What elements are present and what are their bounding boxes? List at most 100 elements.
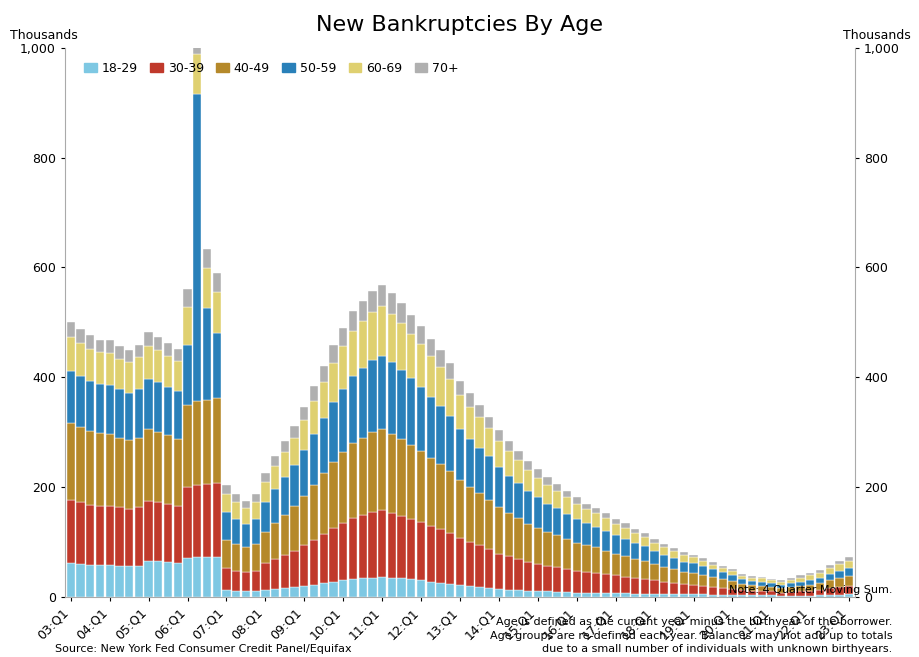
Bar (407, 334, 415, 378)
Bar (86, 349, 95, 381)
Bar (766, 591, 775, 595)
Bar (397, 439, 405, 516)
Bar (115, 390, 123, 438)
Bar (475, 587, 483, 597)
Bar (524, 491, 532, 524)
Bar (650, 539, 658, 543)
Bar (164, 504, 172, 562)
Bar (232, 591, 240, 597)
Bar (193, 557, 201, 597)
Bar (786, 596, 794, 597)
Bar (106, 340, 114, 353)
Bar (728, 595, 736, 597)
Bar (524, 591, 532, 597)
Bar (562, 592, 571, 597)
Bar (290, 587, 299, 597)
Bar (572, 519, 580, 543)
Bar (465, 439, 473, 487)
Bar (669, 551, 677, 558)
Bar (174, 439, 182, 506)
Bar (698, 594, 707, 597)
Bar (251, 544, 259, 570)
Bar (242, 547, 250, 572)
Bar (679, 562, 687, 572)
Bar (202, 308, 210, 400)
Bar (543, 503, 551, 532)
Bar (709, 587, 717, 595)
Bar (562, 491, 571, 497)
Bar (533, 591, 541, 597)
Bar (456, 381, 463, 396)
Bar (96, 340, 104, 353)
Bar (378, 306, 386, 356)
Bar (698, 566, 707, 575)
Bar (426, 339, 435, 356)
Bar (115, 359, 123, 390)
Bar (387, 513, 395, 578)
Bar (660, 582, 668, 594)
Bar (329, 462, 337, 528)
Bar (845, 576, 853, 586)
Bar (688, 555, 697, 557)
Bar (66, 371, 74, 423)
Bar (202, 400, 210, 484)
Bar (747, 591, 755, 595)
Bar (202, 484, 210, 557)
Bar (582, 593, 590, 597)
Bar (620, 528, 629, 539)
Bar (407, 519, 415, 579)
Bar (348, 330, 357, 376)
Bar (824, 580, 833, 588)
Bar (212, 273, 221, 292)
Bar (718, 566, 726, 568)
Bar (845, 594, 853, 597)
Bar (242, 572, 250, 591)
Bar (709, 595, 717, 597)
Bar (115, 438, 123, 507)
Bar (620, 577, 629, 593)
Bar (582, 509, 590, 524)
Bar (319, 419, 327, 473)
Bar (397, 578, 405, 597)
Bar (134, 357, 142, 389)
Bar (251, 591, 259, 597)
Bar (475, 545, 483, 587)
Bar (543, 485, 551, 503)
Text: Thousands: Thousands (9, 29, 77, 42)
Bar (232, 519, 240, 544)
Bar (96, 433, 104, 506)
Bar (222, 540, 231, 568)
Bar (106, 434, 114, 506)
Bar (416, 344, 425, 387)
Bar (436, 350, 444, 367)
Bar (514, 483, 522, 518)
Bar (154, 336, 163, 350)
Bar (193, 55, 201, 94)
Bar (786, 587, 794, 592)
Bar (494, 507, 503, 553)
Bar (475, 493, 483, 545)
Bar (446, 416, 454, 471)
Bar (611, 576, 619, 593)
Bar (144, 430, 153, 501)
Bar (319, 366, 327, 382)
Bar (533, 478, 541, 497)
Bar (115, 507, 123, 566)
Bar (358, 514, 367, 578)
Bar (737, 584, 745, 591)
Bar (242, 524, 250, 547)
Bar (348, 579, 357, 597)
Bar (611, 535, 619, 553)
Bar (280, 441, 289, 452)
Bar (592, 547, 600, 573)
Bar (572, 503, 580, 519)
Bar (747, 576, 755, 578)
Bar (154, 502, 163, 561)
Bar (718, 579, 726, 588)
Bar (805, 596, 813, 597)
Legend: 18-29, 30-39, 40-49, 50-59, 60-69, 70+: 18-29, 30-39, 40-49, 50-59, 60-69, 70+ (79, 57, 463, 79)
Bar (426, 458, 435, 526)
Bar (348, 311, 357, 330)
Bar (300, 407, 308, 420)
Bar (815, 573, 823, 578)
